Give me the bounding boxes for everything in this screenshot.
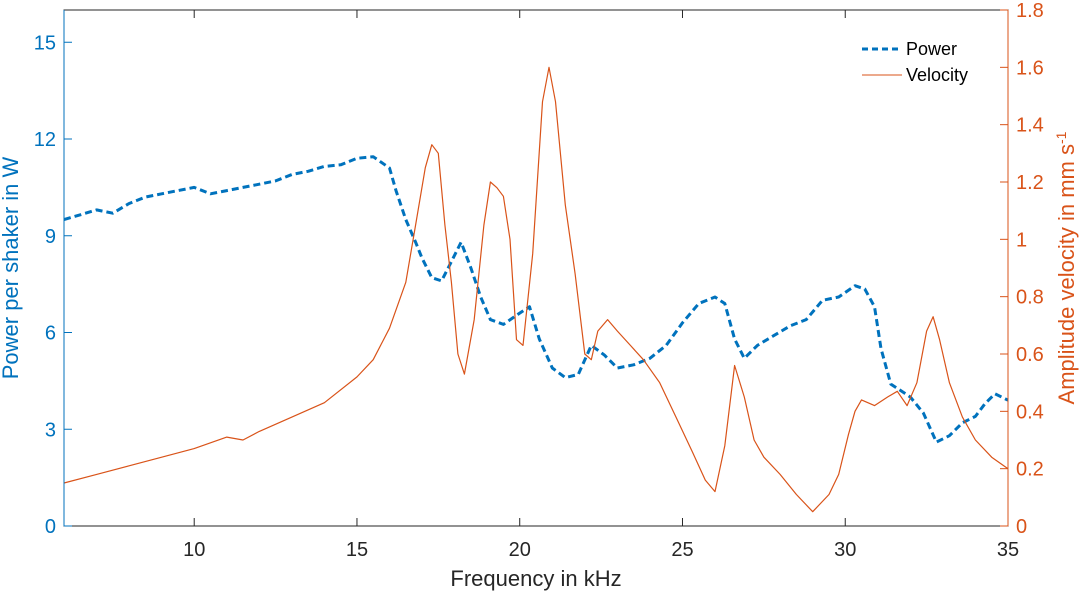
- legend: Power Velocity: [862, 39, 968, 85]
- left-y-tick-label: 3: [45, 419, 56, 441]
- series-line-velocity: [63, 66, 1009, 513]
- x-tick-label: 10: [183, 539, 205, 561]
- x-tick-label: 35: [997, 539, 1019, 561]
- x-axis-title: Frequency in kHz: [450, 566, 621, 591]
- legend-velocity-label: Velocity: [906, 65, 968, 85]
- x-axis: 10 15 20 25 30 35: [183, 10, 1019, 561]
- right-y-tick-label: 0.4: [1016, 401, 1044, 423]
- right-y-tick-label: 1: [1016, 229, 1027, 251]
- right-y-axis-title-exponent: -1: [1053, 131, 1069, 144]
- plot-frame: [63, 9, 1009, 527]
- left-y-axis-title: Power per shaker in W: [0, 157, 23, 380]
- x-tick-label: 30: [834, 539, 856, 561]
- right-y-tick-label: 1.8: [1016, 0, 1044, 22]
- right-y-axis-title: Amplitude velocity in mm s-1: [1053, 131, 1079, 404]
- x-tick-label: 15: [346, 539, 368, 561]
- right-y-tick-label: 0: [1016, 516, 1027, 538]
- right-y-tick-label: 0.2: [1016, 459, 1044, 481]
- left-y-tick-label: 15: [34, 32, 56, 54]
- left-y-axis: 0 3 6 9 12 15: [34, 10, 72, 538]
- right-y-tick-label: 1.4: [1016, 115, 1044, 137]
- left-y-tick-label: 9: [45, 226, 56, 248]
- legend-power-label: Power: [906, 39, 957, 59]
- right-y-tick-label: 1.6: [1016, 57, 1044, 79]
- x-tick-label: 20: [509, 539, 531, 561]
- right-y-axis: 0 0.2 0.4 0.6 0.8 1 1.2 1.4 1.6 1.8: [1000, 0, 1044, 538]
- series-layer: [63, 66, 1009, 513]
- right-y-tick-label: 0.6: [1016, 344, 1044, 366]
- right-y-tick-label: 0.8: [1016, 287, 1044, 309]
- series-line-power: [63, 155, 1009, 444]
- left-y-tick-label: 6: [45, 323, 56, 345]
- x-tick-label: 25: [671, 539, 693, 561]
- right-y-axis-title-main: Amplitude velocity in mm s: [1054, 144, 1079, 404]
- left-y-tick-label: 12: [34, 129, 56, 151]
- right-y-tick-label: 1.2: [1016, 172, 1044, 194]
- left-y-tick-label: 0: [45, 516, 56, 538]
